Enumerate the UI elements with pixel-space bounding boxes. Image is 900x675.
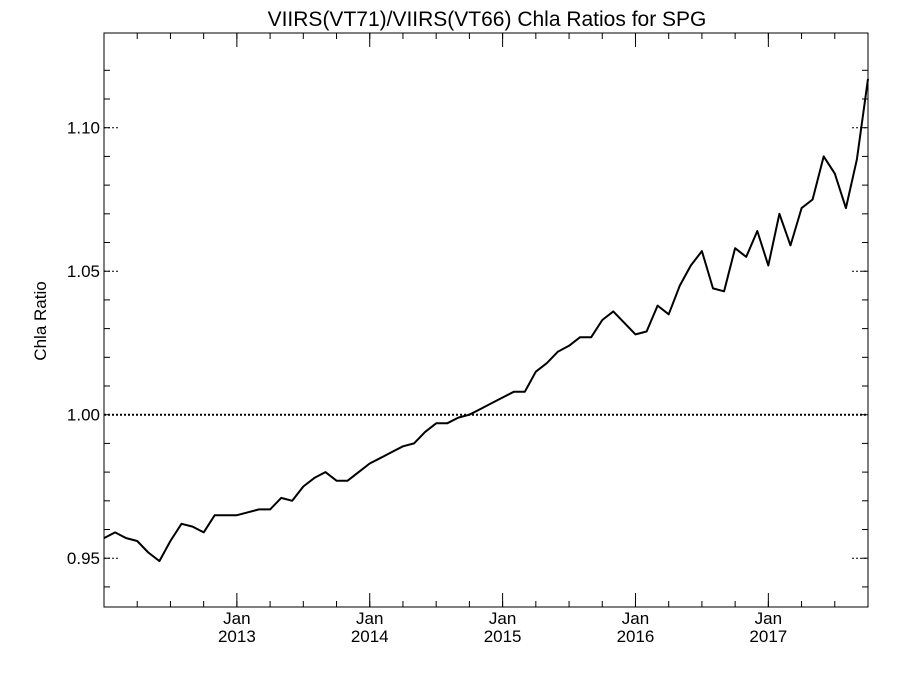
x-tick-label-month: Jan — [755, 609, 782, 628]
x-tick-label-month: Jan — [356, 609, 383, 628]
x-tick-label-year: 2013 — [218, 627, 256, 646]
y-tick-label: 1.00 — [67, 406, 100, 425]
y-axis-label: Chla Ratio — [31, 281, 50, 360]
y-tick-label: 0.95 — [67, 549, 100, 568]
y-tick-label: 1.10 — [67, 119, 100, 138]
x-tick-label-year: 2015 — [484, 627, 522, 646]
plot-area-frame — [103, 32, 869, 608]
x-tick-label-year: 2016 — [617, 627, 655, 646]
y-axis: 0.95 1.00 1.05 1.10 — [67, 119, 868, 568]
minor-ticks — [103, 33, 869, 607]
x-tick-label-year: 2014 — [351, 627, 389, 646]
x-tick-label-year: 2017 — [749, 627, 787, 646]
x-tick-label-month: Jan — [223, 609, 250, 628]
chart-title: VIIRS(VT71)/VIIRS(VT66) Chla Ratios for … — [268, 8, 707, 31]
series-line — [103, 78, 869, 563]
x-tick-label-month: Jan — [622, 609, 649, 628]
y-tick-label: 1.05 — [67, 262, 100, 281]
x-tick-label-month: Jan — [489, 609, 516, 628]
